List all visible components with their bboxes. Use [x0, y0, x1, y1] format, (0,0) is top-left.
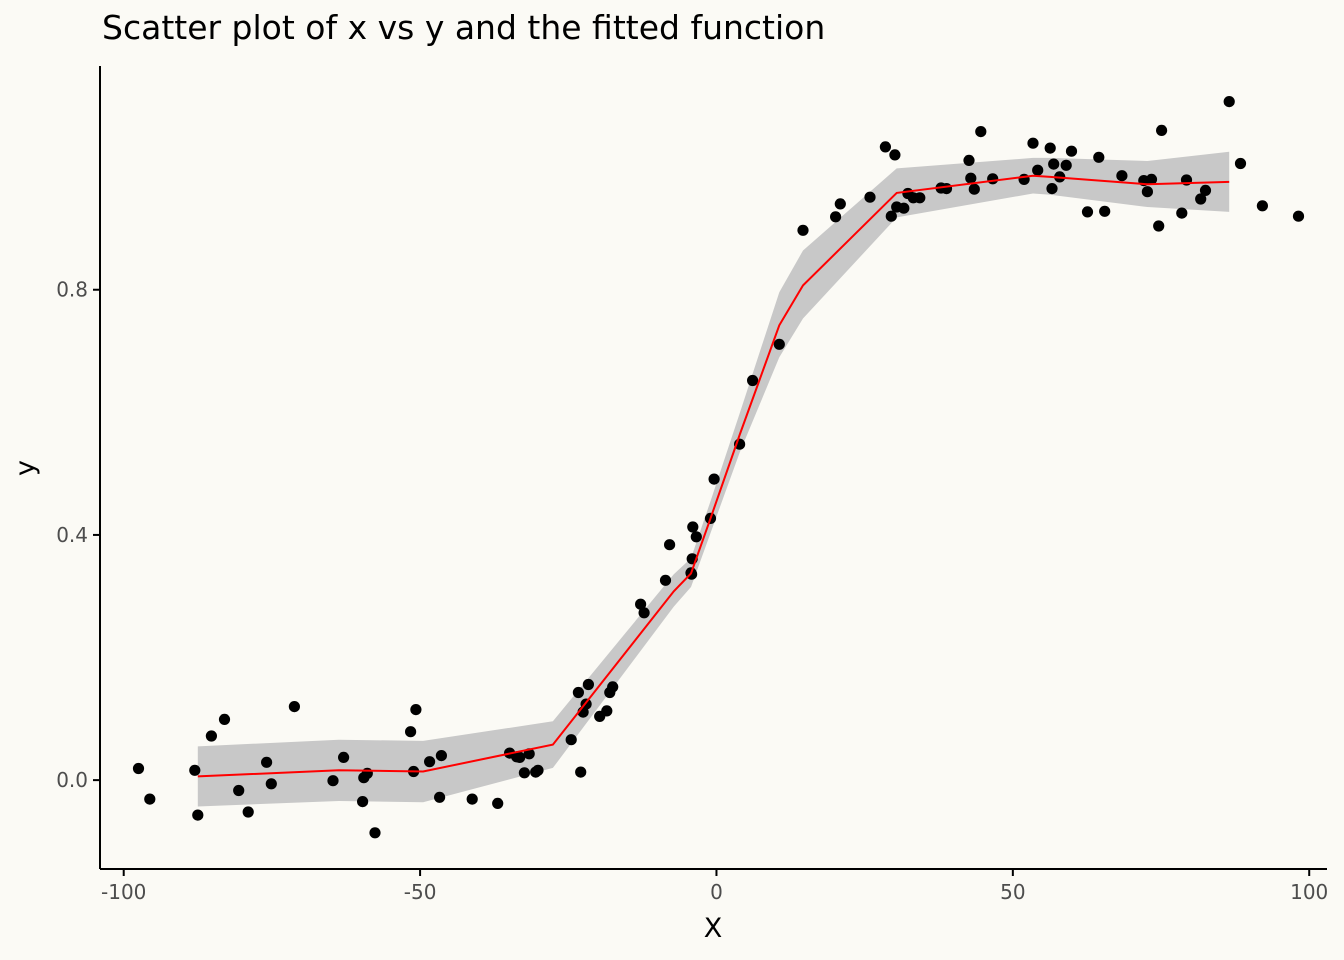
data-point [1046, 183, 1058, 195]
x-tick-label: -50 [404, 880, 437, 904]
x-axis-title: X [704, 913, 723, 944]
data-point [834, 198, 846, 210]
x-tick-label: -100 [101, 880, 146, 904]
data-point [635, 598, 647, 610]
data-point [434, 791, 446, 803]
y-tick-label: 0.8 [56, 278, 88, 302]
data-point [830, 211, 842, 223]
y-tick-label: 0.4 [56, 523, 88, 547]
data-point [659, 574, 672, 586]
data-point [898, 202, 910, 214]
data-point [410, 704, 422, 716]
data-point [575, 766, 587, 778]
fitted-line [197, 174, 1230, 778]
data-point [1141, 186, 1153, 198]
data-point [424, 756, 436, 768]
x-tick-label: 50 [1000, 880, 1025, 904]
y-axis-title: y [10, 460, 41, 476]
data-points-layer [132, 96, 1305, 839]
data-point [940, 183, 953, 195]
data-point [914, 192, 926, 204]
data-point [435, 750, 447, 762]
data-point [607, 681, 619, 693]
data-point [532, 764, 544, 776]
chart-title: Scatter plot of x vs y and the fitted fu… [102, 8, 826, 47]
data-point [690, 531, 702, 543]
data-point [205, 730, 217, 742]
x-tick-label: 0 [710, 880, 723, 904]
data-point [233, 784, 245, 797]
data-point [1081, 206, 1094, 218]
data-point [1065, 145, 1078, 157]
data-point [664, 539, 676, 551]
data-point [975, 126, 987, 138]
data-point [192, 809, 204, 821]
data-point [327, 775, 339, 787]
x-ticks: -100 -50 0 50 100 [101, 869, 1328, 904]
data-point [879, 141, 892, 153]
data-point [963, 154, 975, 166]
data-point [132, 762, 145, 775]
data-point [773, 338, 785, 350]
data-point [987, 173, 999, 185]
data-point [361, 767, 373, 780]
data-point [797, 224, 809, 236]
data-point [405, 726, 417, 738]
data-point [889, 149, 901, 161]
data-point [1256, 200, 1268, 212]
y-ticks: 0.0 0.4 0.8 [56, 278, 100, 792]
data-point [1223, 96, 1235, 108]
data-point [242, 806, 254, 818]
data-point [1027, 137, 1039, 149]
data-point [565, 734, 577, 746]
data-point [1234, 157, 1247, 170]
data-point [1199, 184, 1212, 196]
data-point [1048, 158, 1060, 170]
data-point [1176, 207, 1188, 219]
data-point [1156, 124, 1168, 136]
data-point [1195, 193, 1207, 205]
data-point [261, 756, 273, 768]
data-point [1099, 205, 1111, 217]
data-point [638, 607, 650, 619]
data-point [144, 793, 156, 805]
data-point [288, 701, 300, 713]
data-point [965, 172, 977, 184]
data-point [189, 764, 201, 776]
fitted-line-layer [197, 174, 1230, 778]
data-point [265, 778, 277, 790]
y-tick-label: 0.0 [56, 768, 88, 792]
data-point [1060, 159, 1072, 171]
data-point [1153, 220, 1165, 232]
data-point [357, 796, 369, 808]
data-point [968, 183, 980, 195]
data-point [687, 521, 699, 533]
x-tick-label: 100 [1290, 880, 1328, 904]
data-point [518, 767, 531, 779]
data-point [1093, 151, 1105, 163]
axes-layer [99, 66, 1327, 870]
data-point [747, 374, 759, 387]
data-point [708, 473, 720, 485]
data-point [1145, 173, 1158, 185]
data-point [338, 751, 350, 764]
data-point [572, 686, 585, 699]
data-point [1116, 170, 1128, 182]
data-point [369, 827, 381, 839]
data-point [218, 713, 231, 726]
data-point [1044, 142, 1056, 154]
data-point [885, 210, 897, 222]
data-point [1292, 210, 1305, 222]
data-point [864, 191, 876, 203]
data-point [492, 797, 504, 810]
data-point [514, 751, 526, 764]
data-point [466, 793, 478, 805]
data-point [582, 678, 595, 691]
data-point [1032, 164, 1044, 176]
data-point [601, 705, 613, 717]
